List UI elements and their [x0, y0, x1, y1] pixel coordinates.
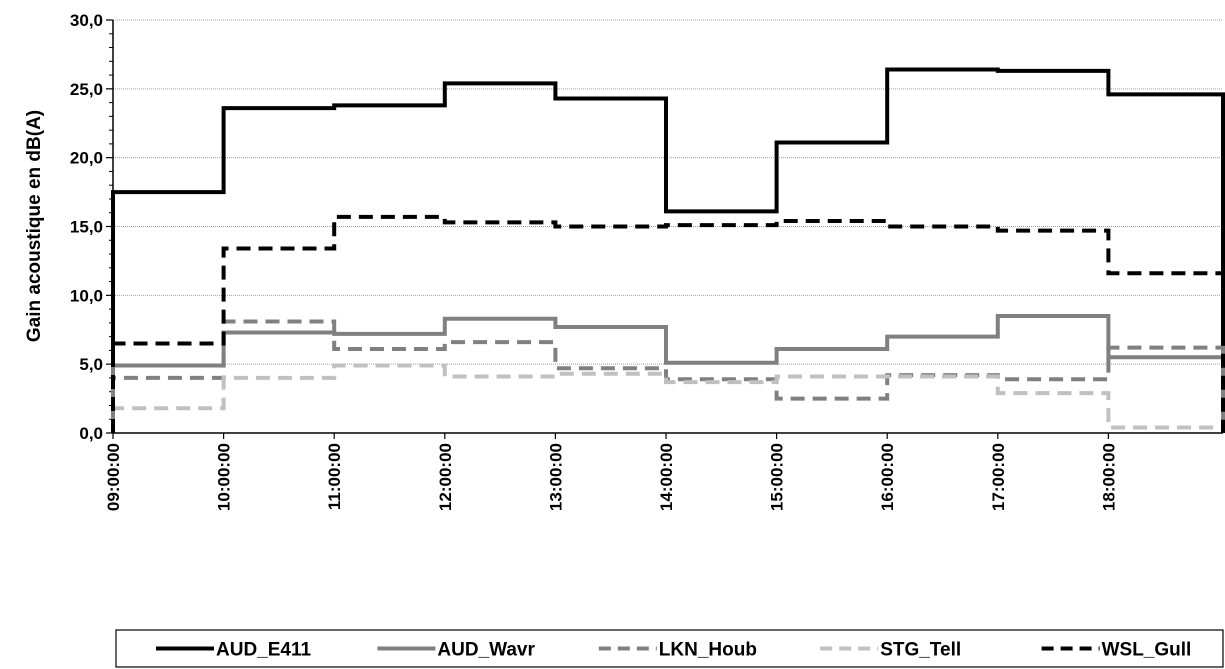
x-tick-label: 12:00:00	[436, 443, 455, 511]
y-tick-label: 10,0	[70, 286, 103, 305]
legend-label: AUD_E411	[216, 640, 311, 661]
x-tick-label: 18:00:00	[1099, 443, 1118, 511]
series	[111, 67, 1225, 433]
legend-label: LKN_Houb	[659, 640, 757, 661]
x-tick-label: 17:00:00	[989, 443, 1008, 511]
y-tick-label: 20,0	[70, 149, 103, 168]
y-axis-title: Gain acoustique en dB(A)	[24, 110, 45, 342]
legend-label: AUD_Wavr	[437, 640, 535, 661]
legend-label: STG_Tell	[880, 640, 961, 661]
x-tick-label: 09:00:00	[104, 443, 123, 511]
legend-box	[115, 629, 1224, 668]
legend-label: WSL_Gull	[1102, 640, 1192, 661]
x-tick-label: 14:00:00	[657, 443, 676, 511]
y-tick-label: 25,0	[70, 80, 103, 99]
x-tick-label: 15:00:00	[768, 443, 787, 511]
series-line-aud-wavr	[111, 313, 1225, 433]
y-tick-label: 15,0	[70, 218, 103, 237]
series-line-lkn-houb	[111, 319, 1225, 433]
y-tick-label: 30,0	[70, 11, 103, 30]
y-tick-label: 5,0	[79, 355, 103, 374]
y-tick-label: 0,0	[79, 424, 103, 443]
x-tick-label: 16:00:00	[878, 443, 897, 511]
tick-labels: 0,0 5,0 10,0 15,0 20,0 25,0 30,0 09:00:00 10:00:…	[70, 11, 1118, 511]
x-tick-label: 13:00:00	[546, 443, 565, 511]
series-line-wsl-gull	[111, 214, 1225, 433]
series-line-aud-e411	[111, 67, 1225, 433]
legend: AUD_E411 AUD_Wavr LKN_Houb STG_Tell WSL_Gull	[115, 629, 1224, 668]
x-tick-label: 10:00:00	[215, 443, 234, 511]
series-line-stg-tell	[111, 363, 1225, 433]
x-tick-label: 11:00:00	[325, 443, 344, 510]
